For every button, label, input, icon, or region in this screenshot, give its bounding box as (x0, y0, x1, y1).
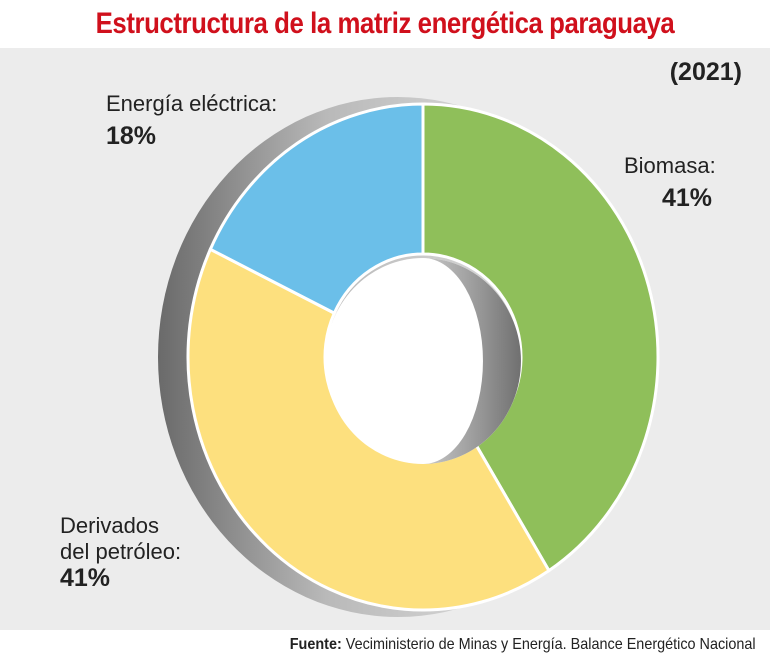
footer (0, 630, 770, 665)
label-biomasa: Biomasa: (624, 153, 716, 178)
label-derivados-line1: Derivados (60, 513, 160, 538)
source-prefix: Fuente: (290, 636, 343, 653)
value-energia-electrica: 18% (106, 122, 157, 150)
donut-slice-2 (208, 102, 425, 316)
value-biomasa: 41% (662, 184, 713, 212)
label-energia-electrica: Energía eléctrica: (106, 91, 278, 116)
donut-hole-inner-wall (423, 258, 521, 464)
donut-slices (186, 102, 660, 612)
label-derivados-line2: del petróleo: (60, 539, 182, 564)
chart-title: Estructructura de la matriz energética p… (53, 0, 717, 48)
donut-hole (325, 258, 521, 464)
value-derivados: 41% (60, 564, 111, 592)
source-note: Fuente: Veciministerio de Minas y Energí… (290, 636, 756, 654)
chart-year: (2021) (669, 58, 742, 86)
source-text: Veciministerio de Minas y Energía. Balan… (342, 636, 756, 653)
